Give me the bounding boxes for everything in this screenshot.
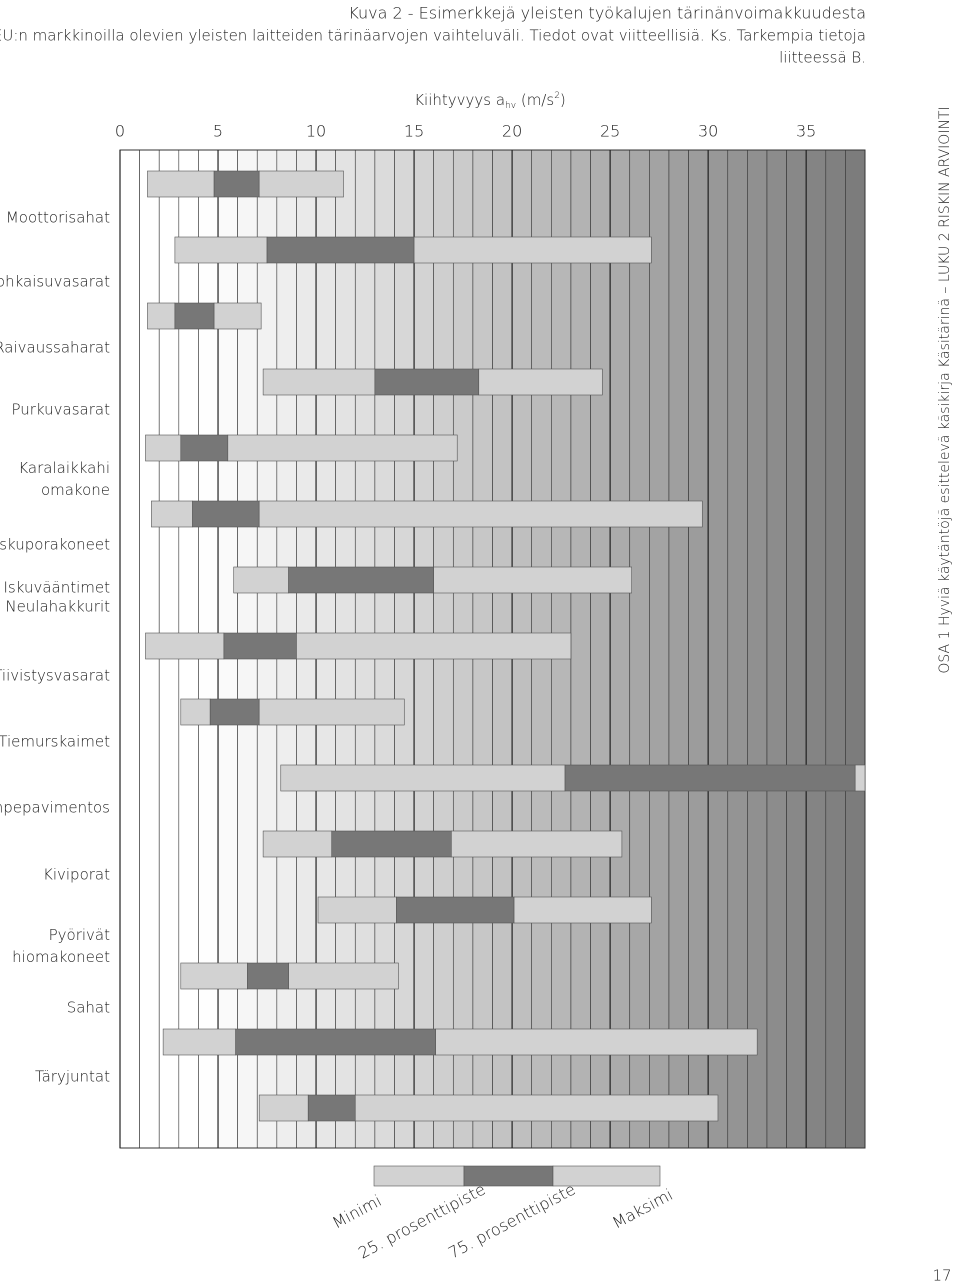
- bar-segment: [162, 1028, 236, 1056]
- background-column: [747, 149, 768, 1149]
- y-tick-label: Karalaikkahi omakone: [18, 459, 110, 499]
- chart-title: Kuva 2 - Esimerkkejä yleisten työkalujen…: [348, 4, 866, 23]
- bar-segment: [147, 302, 176, 330]
- bar-segment: [213, 302, 262, 330]
- bar-segment: [180, 434, 229, 462]
- bar-segment: [564, 764, 856, 792]
- bar-segment: [374, 368, 480, 396]
- y-tick-label: Iskuporakoneet: [0, 536, 110, 554]
- y-tick-label: Raivaussaharat: [0, 339, 110, 357]
- bar-segment: [262, 368, 376, 396]
- x-tick-label: 35: [796, 122, 816, 141]
- bar-segment: [296, 632, 572, 660]
- bar-segment: [513, 896, 652, 924]
- background-column: [119, 149, 140, 1149]
- x-tick-label: 15: [404, 122, 424, 141]
- background-column: [766, 149, 787, 1149]
- bar-segment: [396, 896, 515, 924]
- bar-segment: [174, 236, 268, 264]
- background-column: [845, 149, 866, 1149]
- bar-segment: [227, 434, 458, 462]
- background-column: [649, 149, 670, 1149]
- y-tick-label: Purkuvasarat: [11, 401, 110, 419]
- y-tick-label: Moottorisahat: [6, 209, 110, 227]
- x-tick-label: 0: [115, 122, 125, 141]
- x-tick-label: 20: [502, 122, 522, 141]
- side-text: OSA 1 Hyviä käytäntöjä esittelevä käsiki…: [937, 106, 953, 673]
- bar-segment: [258, 698, 405, 726]
- x-tick-label: 10: [306, 122, 326, 141]
- y-tick-label: Neulahakkurit: [5, 598, 110, 616]
- background-column: [805, 149, 827, 1149]
- y-tick-label: Tiemurskaimet: [0, 733, 110, 751]
- background-column: [570, 149, 591, 1149]
- background-column: [609, 149, 631, 1149]
- y-tick-label: Pyörivät hiomakoneet: [12, 926, 110, 966]
- bar-segment: [258, 1094, 309, 1122]
- y-tick-label: Iskuvääntimet: [3, 579, 110, 597]
- bar-segment: [145, 434, 182, 462]
- bar-segment: [435, 1028, 758, 1056]
- y-tick-label: Rompepavimentos: [0, 799, 110, 817]
- legend-swatch: [373, 1165, 465, 1187]
- bar-segment: [413, 236, 652, 264]
- legend-label: Minimi: [329, 1191, 385, 1233]
- y-tick-label: Täryjuntat: [35, 1068, 110, 1086]
- bar-segment: [235, 1028, 436, 1056]
- x-tick-label: 25: [600, 122, 620, 141]
- bar-segment: [288, 566, 434, 594]
- bar-segment: [331, 830, 452, 858]
- bar-segment: [174, 302, 215, 330]
- bar-segment: [478, 368, 603, 396]
- bar-segment: [180, 962, 248, 990]
- bar-segment: [288, 962, 399, 990]
- bar-segment: [247, 962, 289, 990]
- bar-segment: [180, 698, 211, 726]
- page-number: 17: [932, 1267, 951, 1285]
- bar-segment: [147, 170, 215, 198]
- background-column: [629, 149, 650, 1149]
- bar-segment: [854, 764, 866, 792]
- bar-segment: [317, 896, 397, 924]
- bar-segment: [233, 566, 289, 594]
- background-column: [825, 149, 846, 1149]
- bar-segment: [223, 632, 297, 660]
- y-tick-label: Lohkaisuvasarat: [0, 273, 110, 291]
- x-axis-label: Kiihtyvyys ahv (m/s2): [414, 91, 566, 111]
- background-column: [786, 149, 807, 1149]
- y-tick-label: Kiviporat: [43, 866, 110, 884]
- bar-segment: [354, 1094, 719, 1122]
- subtitle: liitteessä B.: [779, 49, 866, 67]
- background-column: [688, 149, 709, 1149]
- background-column: [668, 149, 689, 1149]
- bar-segment: [213, 170, 260, 198]
- background-column: [707, 149, 729, 1149]
- bar-segment: [433, 566, 632, 594]
- y-tick-label: Tiivistysvasarat: [0, 667, 110, 685]
- bar-segment: [258, 500, 703, 528]
- x-tick-label: 5: [213, 122, 223, 141]
- legend-label: Maksimi: [609, 1185, 676, 1233]
- bar-segment: [151, 500, 193, 528]
- bar-segment: [266, 236, 415, 264]
- legend-swatch: [552, 1165, 661, 1187]
- y-tick-label: Sahat: [67, 999, 110, 1017]
- bar-segment: [192, 500, 260, 528]
- bar-segment: [280, 764, 566, 792]
- subtitle: EU:n markkinoilla olevien yleisten laitt…: [0, 27, 866, 45]
- bar-segment: [209, 698, 260, 726]
- background-column: [590, 149, 611, 1149]
- bar-segment: [262, 830, 333, 858]
- bar-segment: [451, 830, 623, 858]
- bar-segment: [145, 632, 225, 660]
- bar-segment: [307, 1094, 356, 1122]
- x-tick-label: 30: [698, 122, 718, 141]
- bar-segment: [258, 170, 344, 198]
- background-column: [727, 149, 748, 1149]
